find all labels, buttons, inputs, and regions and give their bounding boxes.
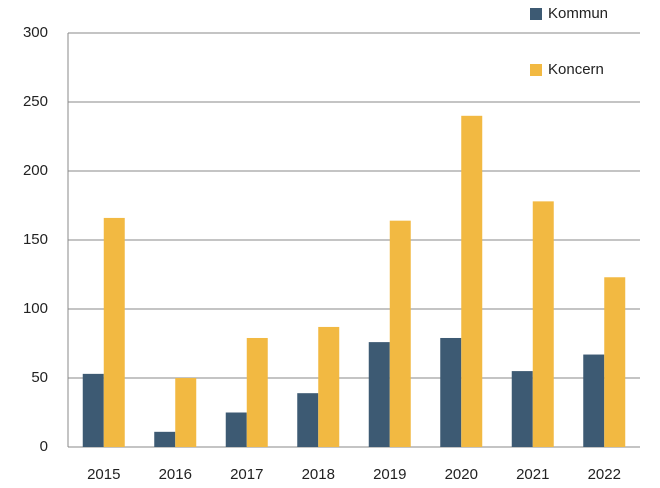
y-tick-label: 250 [23,93,48,110]
bar [461,115,483,448]
legend-label: Koncern [548,61,604,78]
bar [154,431,176,447]
y-tick-label: 150 [23,231,48,248]
x-tick-label: 2018 [302,466,335,483]
bar [246,337,268,447]
bar [532,201,554,447]
bar [297,393,319,447]
bar [583,354,605,447]
bar [175,378,197,447]
x-tick-label: 2017 [230,466,263,483]
y-tick-label: 0 [40,438,48,455]
y-tick-label: 100 [23,300,48,317]
bar [511,371,533,447]
bar [82,373,104,447]
bar [225,412,247,447]
x-tick-label: 2015 [87,466,120,483]
bar [604,277,626,447]
y-tick-label: 50 [31,369,48,386]
bar [389,220,411,447]
legend-swatch [530,64,542,76]
x-tick-label: 2016 [159,466,192,483]
legend-label: Kommun [548,5,608,22]
x-tick-label: 2019 [373,466,406,483]
bar [318,326,340,447]
bar [368,342,390,447]
x-tick-label: 2022 [588,466,621,483]
x-tick-label: 2020 [445,466,478,483]
bar [103,217,125,447]
x-tick-label: 2021 [516,466,549,483]
legend-swatch [530,8,542,20]
y-tick-label: 300 [23,24,48,41]
bar [440,337,462,447]
y-tick-label: 200 [23,162,48,179]
